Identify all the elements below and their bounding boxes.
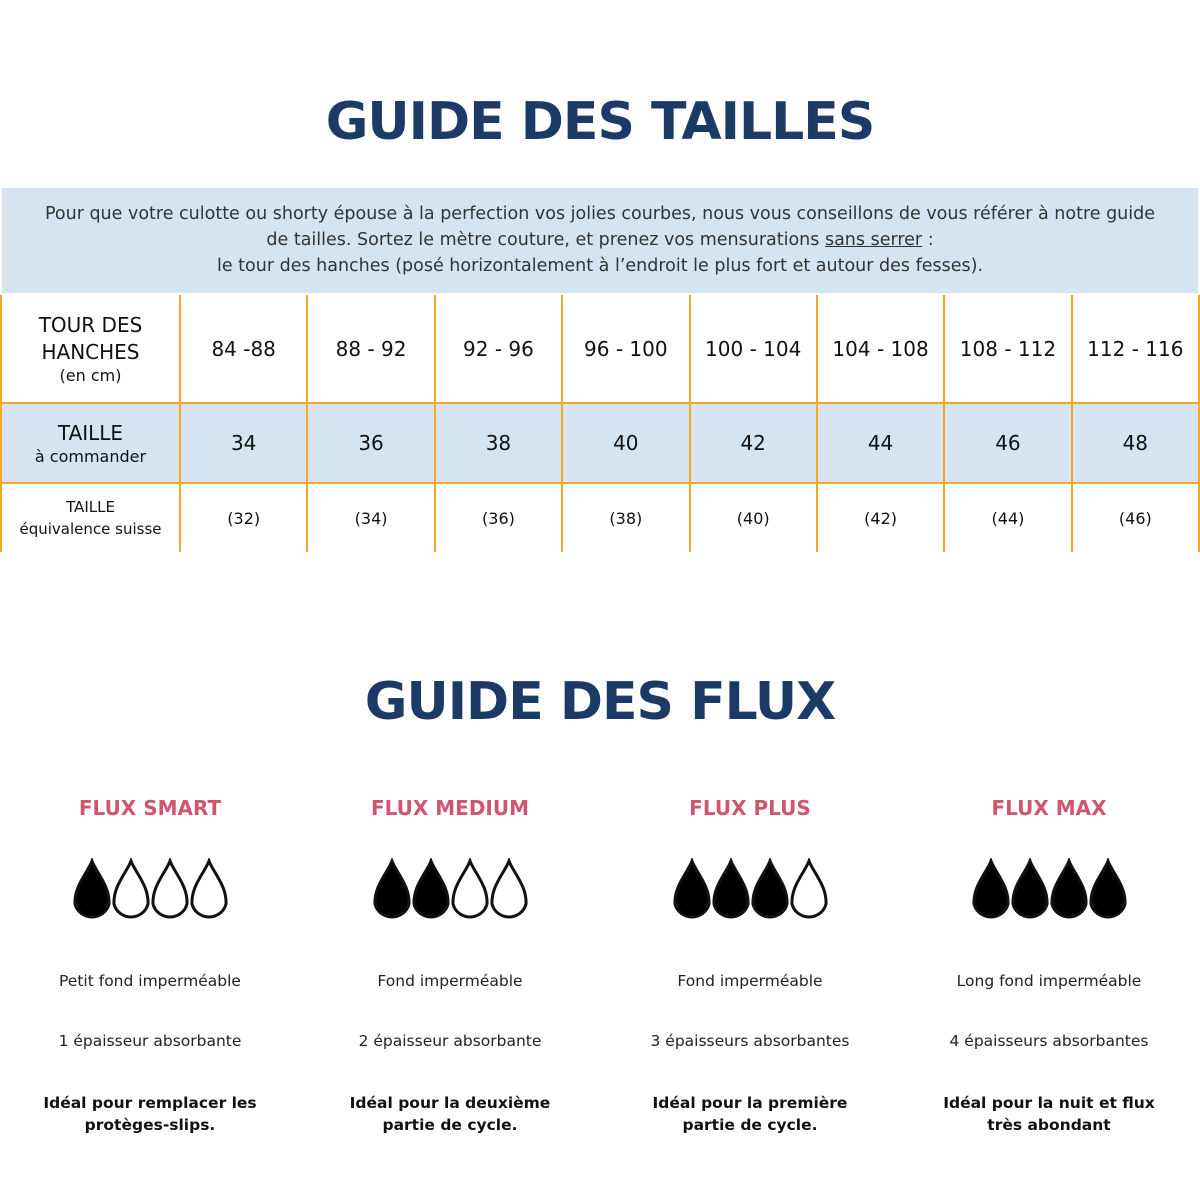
table-cell: 38 [433, 403, 564, 484]
table-cell: 84 -88 [178, 295, 309, 404]
row-header: TOUR DES HANCHES (en cm) [0, 295, 181, 404]
flux-feature-2: 1 épaisseur absorbante [58, 1032, 242, 1050]
empty-drop-icon [789, 858, 828, 919]
drop-rating [899, 858, 1199, 926]
filled-drop-icon [971, 858, 1010, 919]
filled-drop-icon [411, 858, 450, 919]
flux-feature-2: 4 épaisseurs absorbantes [949, 1032, 1149, 1050]
row-sublabel: (en cm) [59, 365, 122, 385]
hip-row: TOUR DES HANCHES (en cm) 84 -88 88 - 92 92 … [0, 295, 1200, 404]
table-cell: 96 - 100 [561, 295, 691, 404]
empty-drop-icon [489, 858, 528, 919]
intro-line-2: de tailles. Sortez le mètre couture, et … [2, 227, 1198, 253]
filled-drop-icon [711, 858, 750, 919]
table-cell: 100 - 104 [688, 295, 818, 404]
table-cell: 46 [943, 403, 1073, 484]
swiss-size-row: TAILLE équivalence suisse (32) (34) (36) (38… [0, 483, 1200, 552]
table-cell: (38) [561, 483, 691, 552]
table-cell: (32) [178, 483, 309, 552]
filled-drop-icon [1049, 858, 1088, 919]
flux-feature-2: 2 épaisseur absorbante [358, 1032, 542, 1050]
row-label: TOUR DES HANCHES [38, 312, 143, 364]
table-cell: 88 - 92 [306, 295, 436, 404]
empty-drop-icon [450, 858, 489, 919]
table-cell: 108 - 112 [943, 295, 1073, 404]
flux-card: FLUX SMART Petit fond imperméable 1 épai… [0, 796, 300, 1136]
table-cell: 42 [688, 403, 818, 484]
table-cell: 112 - 116 [1070, 295, 1200, 404]
flux-name: FLUX MAX [991, 796, 1107, 820]
empty-drop-icon [189, 858, 228, 919]
flux-name: FLUX PLUS [689, 796, 811, 820]
filled-drop-icon [750, 858, 789, 919]
row-sublabel: équivalence suisse [19, 520, 162, 538]
table-cell: 104 - 108 [815, 295, 946, 404]
size-guide-title: GUIDE DES TAILLES [325, 92, 876, 152]
flux-card: FLUX PLUS Fond imperméable 3 épaisseurs … [600, 796, 900, 1136]
filled-drop-icon [1010, 858, 1049, 919]
row-header: TAILLE équivalence suisse [0, 483, 181, 552]
empty-drop-icon [111, 858, 150, 919]
table-cell: (34) [306, 483, 436, 552]
intro-text: de tailles. Sortez le mètre couture, et … [266, 230, 825, 250]
table-cell: (46) [1070, 483, 1200, 552]
intro-line-1: Pour que votre culotte ou shorty épouse … [44, 204, 1156, 224]
flux-feature-1: Fond imperméable [377, 972, 523, 990]
flux-recommendation: Idéal pour la première partie de cycle. [652, 1094, 848, 1134]
size-row: TAILLE à commander 34 36 38 40 42 44 46 48 [0, 403, 1200, 484]
table-cell: 48 [1070, 403, 1200, 484]
flux-feature-1: Long fond imperméable [956, 972, 1142, 990]
flux-recommendation: Idéal pour remplacer les protèges-slips. [43, 1094, 257, 1134]
filled-drop-icon [372, 858, 411, 919]
intro-line-3: le tour des hanches (posé horizontalemen… [216, 256, 984, 276]
drop-rating [300, 858, 600, 926]
size-guide-intro: Pour que votre culotte ou shorty épouse … [2, 188, 1198, 293]
flux-recommendation: Idéal pour la nuit et flux très abondant [943, 1094, 1155, 1134]
empty-drop-icon [150, 858, 189, 919]
flux-recommendation: Idéal pour la deuxième partie de cycle. [349, 1094, 551, 1134]
drop-rating [600, 858, 900, 926]
flux-card: FLUX MEDIUM Fond imperméable 2 épaisseur… [300, 796, 600, 1136]
flux-guide-title: GUIDE DES FLUX [364, 672, 836, 732]
intro-underlined: sans serrer [824, 230, 923, 250]
row-label: TAILLE [57, 420, 124, 445]
flux-card: FLUX MAX Long fond imperméable 4 épaisse… [899, 796, 1199, 1136]
drop-rating [0, 858, 300, 926]
flux-feature-1: Fond imperméable [677, 972, 823, 990]
table-cell: (40) [688, 483, 818, 552]
flux-feature-1: Petit fond imperméable [59, 972, 241, 990]
filled-drop-icon [1088, 858, 1127, 919]
row-header: TAILLE à commander [0, 403, 181, 484]
intro-text: : [922, 230, 934, 250]
table-cell: 92 - 96 [433, 295, 564, 404]
table-cell: 36 [306, 403, 436, 484]
table-cell: 40 [561, 403, 691, 484]
table-cell: (36) [433, 483, 564, 552]
size-table: TOUR DES HANCHES (en cm) 84 -88 88 - 92 92 … [0, 295, 1200, 552]
row-sublabel: à commander [34, 446, 147, 466]
table-cell: (42) [815, 483, 946, 552]
table-cell: 44 [815, 403, 946, 484]
filled-drop-icon [672, 858, 711, 919]
filled-drop-icon [72, 858, 111, 919]
table-cell: 34 [178, 403, 309, 484]
flux-name: FLUX SMART [78, 796, 222, 820]
flux-feature-2: 3 épaisseurs absorbantes [650, 1032, 850, 1050]
row-label: TAILLE [66, 498, 115, 516]
flux-name: FLUX MEDIUM [370, 796, 530, 820]
table-cell: (44) [943, 483, 1073, 552]
